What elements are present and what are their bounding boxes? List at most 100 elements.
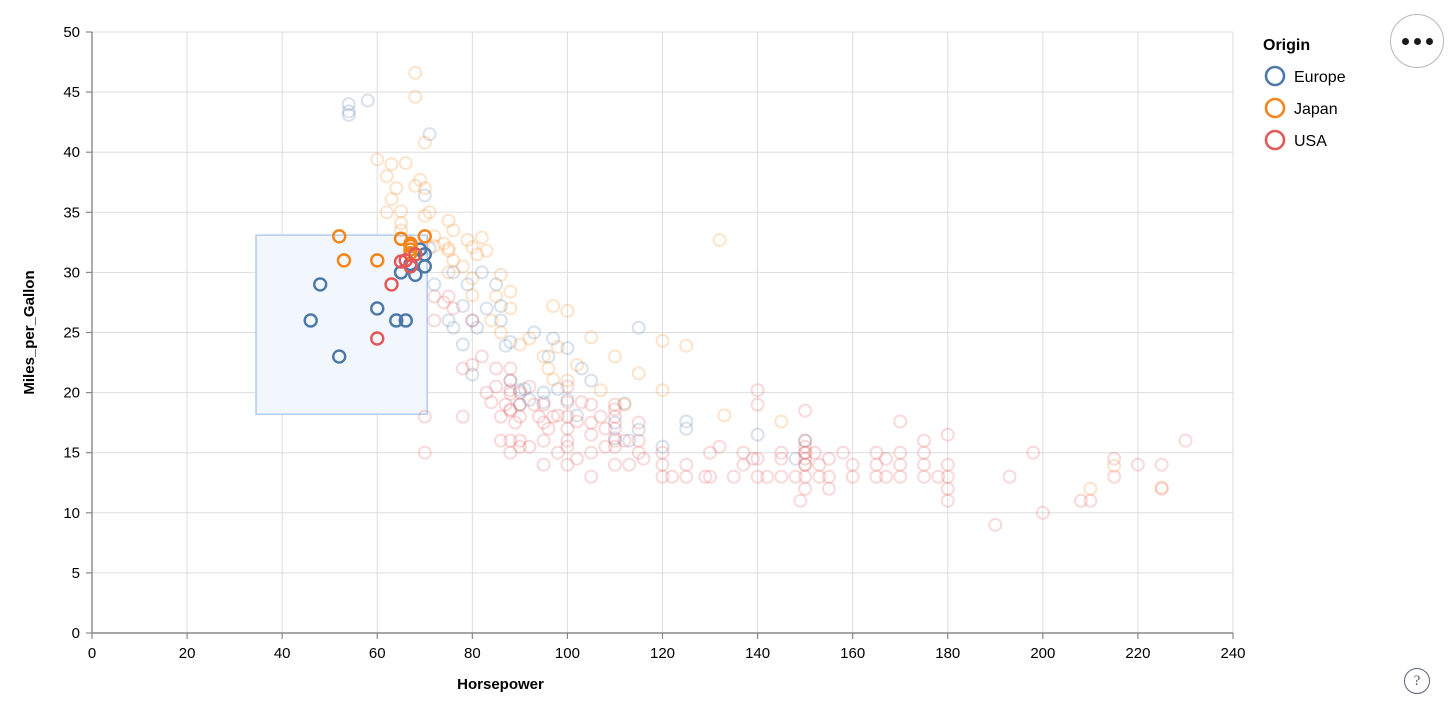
data-point — [916, 433, 931, 448]
data-point — [489, 361, 504, 376]
data-point — [408, 65, 423, 80]
data-point — [584, 469, 599, 484]
data-point — [446, 265, 461, 280]
data-point — [455, 337, 470, 352]
data-points-selected[interactable] — [303, 229, 432, 364]
ellipsis-menu-button[interactable] — [1390, 14, 1444, 68]
data-point — [698, 469, 713, 484]
data-point-selected[interactable] — [408, 247, 423, 262]
legend-swatch-usa[interactable] — [1264, 129, 1286, 151]
data-point — [512, 409, 527, 424]
data-point-selected[interactable] — [303, 313, 318, 328]
data-point — [679, 469, 694, 484]
data-point — [584, 427, 599, 442]
data-point — [460, 277, 475, 292]
legend-swatch-europe[interactable] — [1264, 65, 1286, 87]
data-point — [408, 89, 423, 104]
data-point — [736, 445, 751, 460]
data-point — [878, 451, 893, 466]
data-point — [546, 331, 561, 346]
data-point — [788, 451, 803, 466]
data-point — [460, 232, 475, 247]
data-point — [441, 213, 456, 228]
data-point — [622, 457, 637, 472]
y-axis-tick-label: 40 — [63, 144, 80, 161]
legend-swatch-japan[interactable] — [1264, 97, 1286, 119]
data-point — [550, 381, 565, 396]
data-point — [665, 469, 680, 484]
data-point — [574, 361, 589, 376]
data-point — [750, 451, 765, 466]
legend[interactable]: Origin Europe Japan USA — [1263, 37, 1346, 151]
data-point — [726, 469, 741, 484]
data-point — [522, 392, 537, 407]
legend-label-usa[interactable]: USA — [1294, 133, 1327, 150]
data-point — [798, 481, 813, 496]
data-point-selected[interactable] — [370, 301, 385, 316]
data-point — [441, 241, 456, 256]
data-point — [607, 433, 622, 448]
data-point-selected[interactable] — [398, 313, 413, 328]
data-point — [546, 299, 561, 314]
data-point-selected[interactable] — [370, 253, 385, 268]
data-point — [341, 97, 356, 112]
data-point — [798, 469, 813, 484]
data-point — [560, 457, 575, 472]
data-point — [598, 439, 613, 454]
data-point — [394, 223, 409, 238]
data-point — [503, 403, 518, 418]
data-point — [607, 415, 622, 430]
y-axis-tick-label: 10 — [63, 505, 80, 522]
x-axis-title: Horsepower — [457, 676, 544, 693]
data-point — [560, 433, 575, 448]
data-point — [470, 247, 485, 262]
data-point — [536, 397, 551, 412]
data-point — [798, 433, 813, 448]
data-point-selected[interactable] — [336, 253, 352, 268]
data-point-selected[interactable] — [389, 313, 404, 328]
data-point — [584, 330, 599, 345]
data-point — [736, 457, 751, 472]
legend-label-japan[interactable]: Japan — [1294, 101, 1338, 118]
y-axis-tick-label: 50 — [63, 24, 80, 41]
data-point — [479, 385, 494, 400]
data-point — [607, 409, 622, 424]
data-point — [427, 277, 442, 292]
data-point — [341, 107, 356, 122]
data-point — [541, 361, 556, 376]
data-point — [931, 469, 946, 484]
data-point — [717, 408, 732, 423]
x-axis-tick-label: 240 — [1220, 645, 1245, 662]
data-point-selected[interactable] — [313, 277, 328, 292]
data-point — [498, 397, 513, 412]
data-point-selected[interactable] — [370, 331, 385, 346]
data-point — [940, 427, 955, 442]
data-point-selected[interactable] — [403, 259, 418, 274]
data-point — [394, 216, 409, 231]
data-point — [569, 357, 584, 372]
data-point — [774, 414, 789, 429]
data-point-selected[interactable] — [417, 247, 432, 262]
data-point — [455, 259, 470, 274]
data-point-selected[interactable] — [384, 277, 399, 292]
data-point — [417, 409, 432, 424]
data-point — [512, 337, 527, 352]
data-point — [417, 188, 432, 203]
data-point-selected[interactable] — [332, 229, 347, 244]
data-point — [536, 349, 551, 364]
data-point — [893, 457, 908, 472]
data-point-selected[interactable] — [332, 349, 347, 364]
data-point — [655, 333, 670, 348]
x-axis-tick-label: 0 — [88, 645, 96, 662]
data-point — [878, 469, 893, 484]
help-icon[interactable]: ? — [1404, 668, 1430, 694]
data-point-selected[interactable] — [417, 229, 432, 244]
data-point — [446, 320, 461, 335]
data-point — [536, 415, 551, 430]
legend-label-europe[interactable]: Europe — [1294, 69, 1346, 86]
data-point — [788, 469, 803, 484]
data-point — [465, 313, 480, 328]
data-point — [712, 439, 727, 454]
